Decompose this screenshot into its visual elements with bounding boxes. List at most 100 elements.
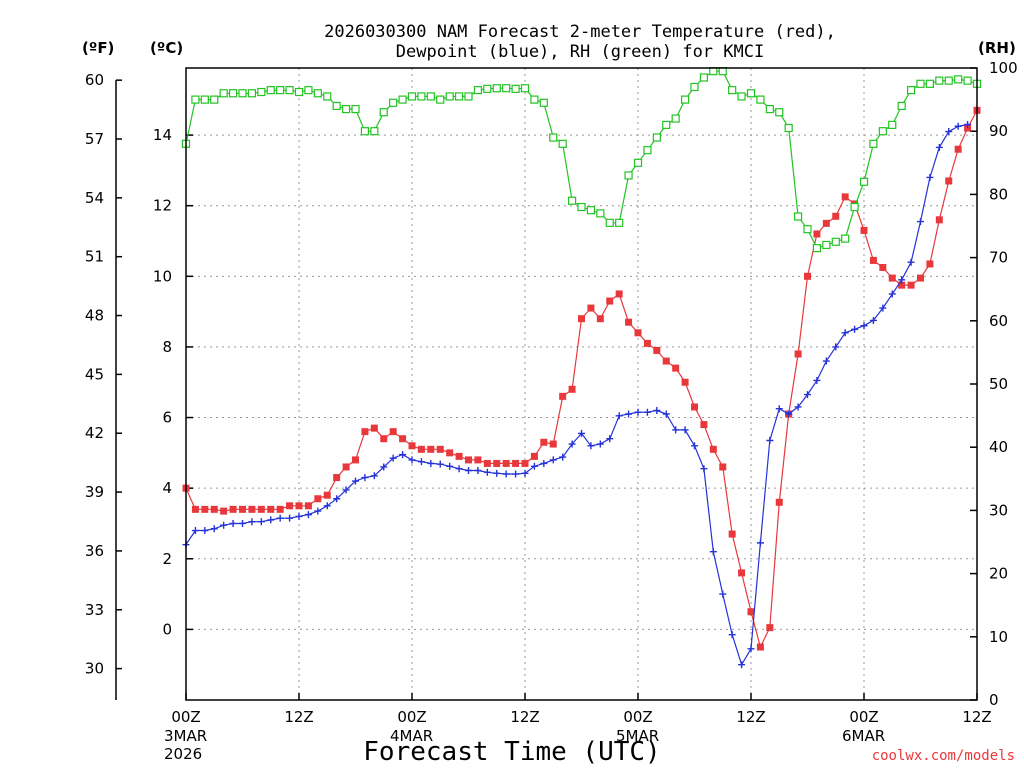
dewpoint-point	[653, 406, 661, 414]
temperature-point	[634, 329, 642, 337]
dewpoint-point	[229, 519, 237, 527]
dewpoint-point	[822, 357, 830, 365]
temperature-point	[220, 507, 228, 515]
fahrenheit-tick-label: 36	[85, 542, 104, 560]
temperature-point	[813, 230, 821, 238]
rh-point	[407, 92, 417, 101]
temperature-point	[672, 364, 680, 372]
fahrenheit-tick-label: 54	[85, 189, 104, 207]
dewpoint-point	[465, 467, 472, 475]
rh-point	[417, 92, 426, 101]
dewpoint-point	[841, 329, 849, 337]
temperature-point	[521, 459, 529, 467]
rh-point	[191, 95, 200, 104]
dewpoint-point	[352, 477, 359, 485]
dewpoint-point	[267, 516, 275, 524]
rh-point	[567, 196, 577, 205]
temperature-point	[917, 274, 924, 282]
dewpoint-point	[851, 325, 859, 333]
dewpoint-point	[738, 661, 746, 669]
rh-point	[323, 92, 332, 101]
dewpoint-point	[521, 469, 529, 477]
temperature-point	[540, 438, 548, 446]
grid-lines	[186, 68, 977, 700]
temperature-point	[954, 145, 962, 153]
rh-point	[549, 133, 558, 142]
dewpoint-point	[370, 472, 378, 480]
dewpoint-point	[314, 507, 322, 515]
rh-point	[436, 95, 445, 104]
temperature-point	[361, 428, 369, 436]
dewpoint-point	[559, 453, 567, 461]
temperature-point	[352, 456, 359, 464]
dewpoint-point	[276, 514, 284, 522]
temperature-point	[399, 435, 407, 443]
rh-point	[756, 95, 765, 104]
dewpoint-point	[239, 519, 246, 527]
rh-point	[906, 86, 916, 95]
rh-point	[841, 234, 850, 243]
dewpoint-point	[917, 218, 924, 226]
dewpoint-point	[643, 408, 651, 416]
date-label: 6MAR	[842, 727, 885, 745]
rh-point	[765, 104, 774, 114]
dewpoint-point	[210, 525, 218, 533]
temperature-point	[935, 216, 943, 224]
rh-point	[775, 108, 784, 117]
temperature-point	[455, 452, 463, 460]
rh-tick-label: 20	[989, 565, 1008, 583]
rh-point	[869, 139, 878, 148]
celsius-tick-label: 2	[162, 550, 172, 568]
dewpoint-point	[756, 539, 764, 547]
temperature-point	[483, 459, 491, 467]
dewpoint-point	[888, 290, 896, 298]
temperature-point	[493, 459, 501, 467]
dewpoint-point	[691, 442, 698, 450]
rh-point	[822, 240, 831, 250]
dewpoint-point	[700, 465, 708, 473]
temperature-point	[446, 449, 454, 457]
rh-point	[897, 101, 906, 111]
fahrenheit-tick-label: 60	[85, 71, 104, 89]
dewpoint-point	[945, 128, 953, 136]
temperature-point	[662, 357, 670, 365]
time-tick-label: 00Z	[397, 708, 426, 726]
dewpoint-point	[295, 512, 303, 520]
dewpoint-point	[794, 403, 802, 411]
temperature-point	[719, 463, 727, 471]
dewpoint-point	[785, 410, 793, 418]
temperature-point	[860, 226, 868, 234]
time-tick-label: 12Z	[736, 708, 765, 726]
rh-point	[228, 89, 238, 98]
rh-point	[680, 95, 690, 104]
dewpoint-point	[775, 405, 783, 413]
dewpoint-point	[832, 343, 840, 351]
dewpoint-point	[446, 462, 454, 470]
rh-tick-label: 80	[989, 185, 1008, 203]
rh-point	[511, 84, 520, 93]
rh-point	[963, 76, 972, 85]
rh-tick-label: 0	[989, 691, 999, 709]
temperature-point	[700, 421, 708, 429]
fahrenheit-tick-label: 30	[85, 660, 104, 678]
temperature-point	[248, 505, 256, 513]
rh-point	[313, 89, 322, 98]
temperature-point	[333, 474, 341, 482]
temperature-point	[926, 260, 934, 268]
temperature-point	[879, 263, 887, 271]
rh-point	[285, 86, 294, 95]
dewpoint-point	[493, 469, 501, 477]
dewpoint-point	[220, 521, 228, 529]
dewpoint-point	[634, 408, 642, 416]
temperature-point	[502, 459, 510, 467]
rh-point	[304, 86, 313, 95]
rh-point	[812, 244, 822, 253]
celsius-tick-label: 4	[162, 479, 172, 497]
temperature-point	[323, 491, 331, 499]
rh-point	[294, 87, 304, 97]
temperature-point	[625, 318, 633, 326]
dewpoint-point	[860, 322, 868, 330]
dewpoint-point	[201, 527, 209, 535]
